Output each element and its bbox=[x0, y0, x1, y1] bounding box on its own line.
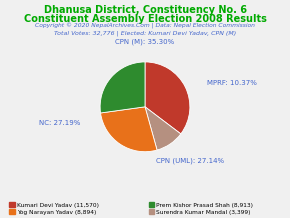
Text: Dhanusa District, Constituency No. 6: Dhanusa District, Constituency No. 6 bbox=[44, 5, 246, 15]
Legend: Prem Kishor Prasad Shah (8,913), Surendra Kumar Mandal (3,399): Prem Kishor Prasad Shah (8,913), Surendr… bbox=[148, 202, 254, 215]
Wedge shape bbox=[101, 107, 157, 152]
Text: Total Votes: 32,776 | Elected: Kumari Devi Yadav, CPN (M): Total Votes: 32,776 | Elected: Kumari De… bbox=[54, 31, 236, 36]
Legend: Kumari Devi Yadav (11,570), Yog Narayan Yadav (8,894): Kumari Devi Yadav (11,570), Yog Narayan … bbox=[9, 202, 99, 215]
Text: MPRF: 10.37%: MPRF: 10.37% bbox=[207, 80, 257, 86]
Text: Constituent Assembly Election 2008 Results: Constituent Assembly Election 2008 Resul… bbox=[23, 14, 267, 24]
Text: CPN (M): 35.30%: CPN (M): 35.30% bbox=[115, 38, 175, 45]
Wedge shape bbox=[100, 62, 145, 113]
Text: Copyright © 2020 NepalArchives.Com | Data: Nepal Election Commission: Copyright © 2020 NepalArchives.Com | Dat… bbox=[35, 23, 255, 29]
Text: CPN (UML): 27.14%: CPN (UML): 27.14% bbox=[156, 157, 224, 164]
Wedge shape bbox=[145, 107, 181, 150]
Wedge shape bbox=[145, 62, 190, 134]
Text: NC: 27.19%: NC: 27.19% bbox=[39, 120, 81, 126]
